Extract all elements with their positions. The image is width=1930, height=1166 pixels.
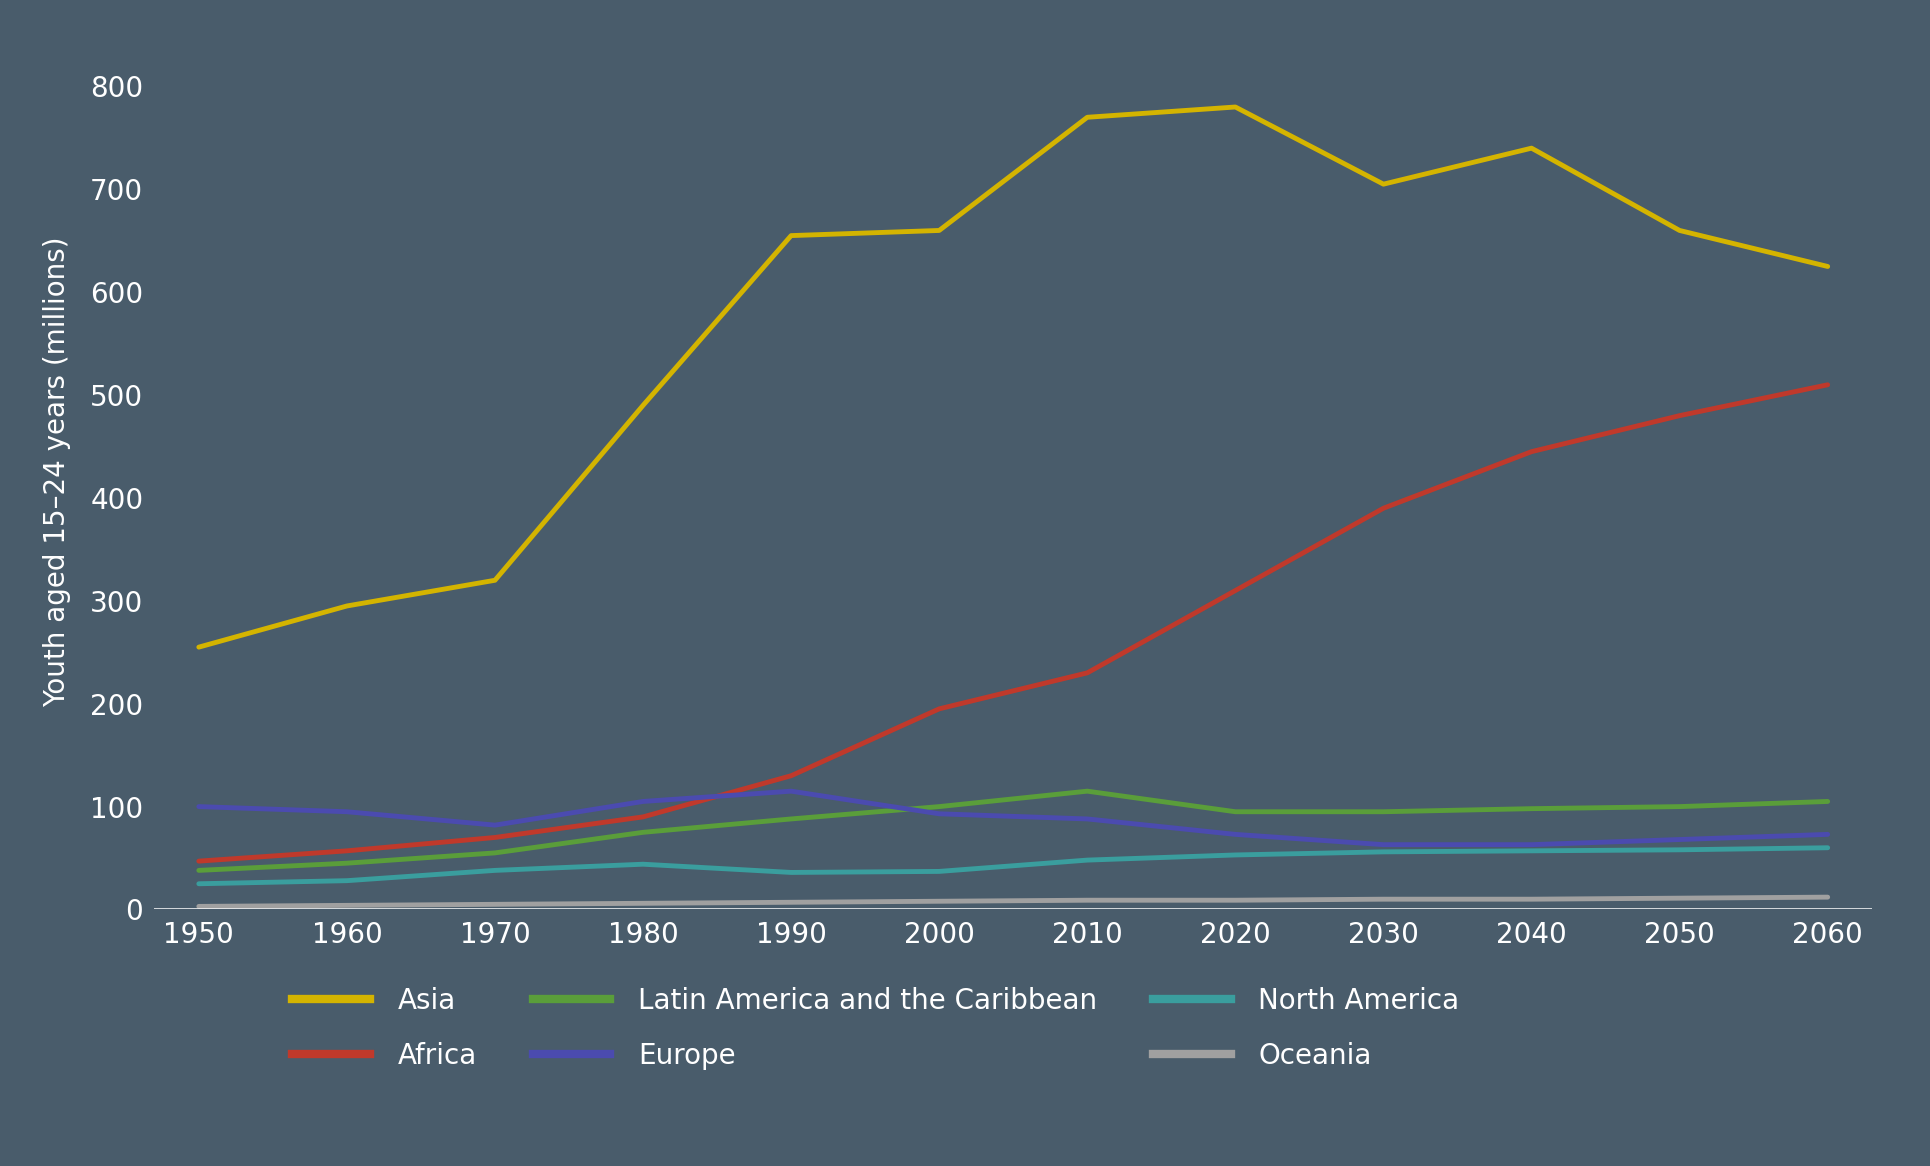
Legend: Asia, Africa, Latin America and the Caribbean, Europe, North America, Oceania: Asia, Africa, Latin America and the Cari…: [291, 986, 1459, 1070]
Y-axis label: Youth aged 15–24 years (millions): Youth aged 15–24 years (millions): [42, 237, 71, 708]
